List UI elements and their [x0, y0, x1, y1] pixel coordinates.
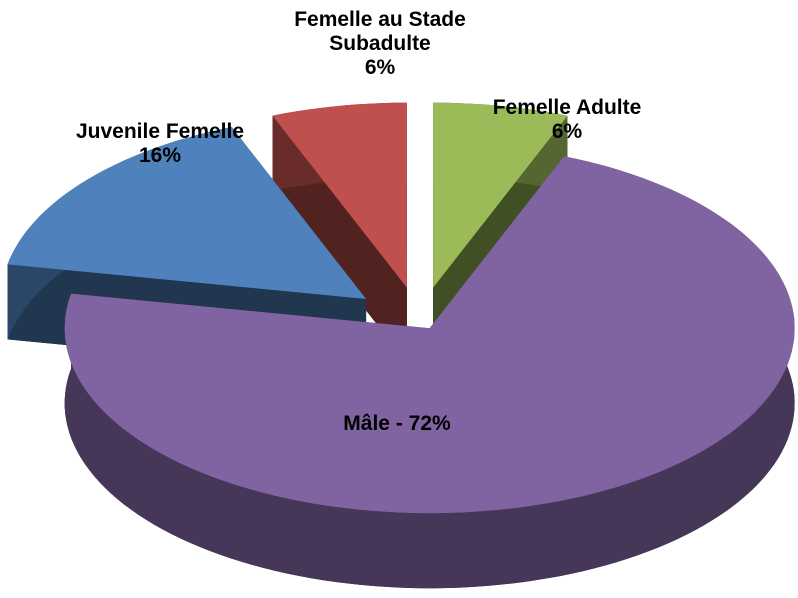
- slice: [272, 102, 407, 288]
- slice: [7, 127, 367, 299]
- category-label: Juvenile Femelle: [75, 120, 245, 143]
- slice: [64, 156, 795, 514]
- value-label: 16%: [138, 144, 182, 167]
- slice-label: Femelle Adulte 6%: [462, 96, 672, 144]
- category-label: Femelle Adulte: [492, 96, 642, 119]
- value-label: 6%: [551, 120, 583, 143]
- slice-label: Femelle au Stade Subadulte 6%: [275, 8, 485, 80]
- value-label: Mâle - 72%: [343, 412, 451, 435]
- value-label: 6%: [364, 56, 396, 79]
- slice-label: Mâle - 72%: [292, 412, 502, 436]
- category-label: Femelle au Stade Subadulte: [294, 8, 466, 55]
- slice: [433, 102, 568, 288]
- slice-label: Juvenile Femelle 16%: [55, 120, 265, 168]
- slice-group: [64, 156, 795, 589]
